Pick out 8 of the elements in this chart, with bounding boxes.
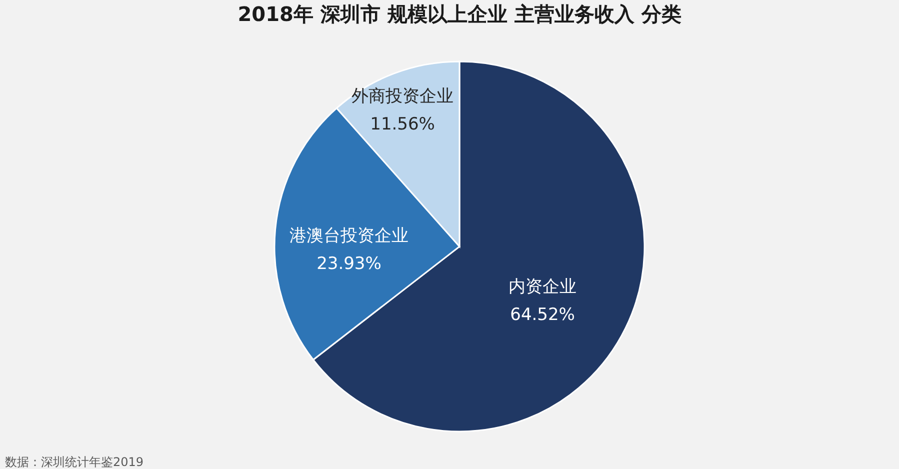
slice-label: 港澳台投资企业: [289, 226, 408, 246]
data-label: 64.52%: [510, 305, 575, 326]
chart-title: 2018年 深圳市 规模以上企业 主营业务收入 分类: [238, 2, 682, 26]
text: 数据：深圳统计年鉴2019: [5, 455, 144, 469]
data-label: 11.56%: [370, 114, 435, 135]
slice-label: 内资企业: [508, 277, 577, 298]
slice-label: 外商投资企业: [352, 86, 454, 107]
data-label: 23.93%: [316, 254, 382, 274]
